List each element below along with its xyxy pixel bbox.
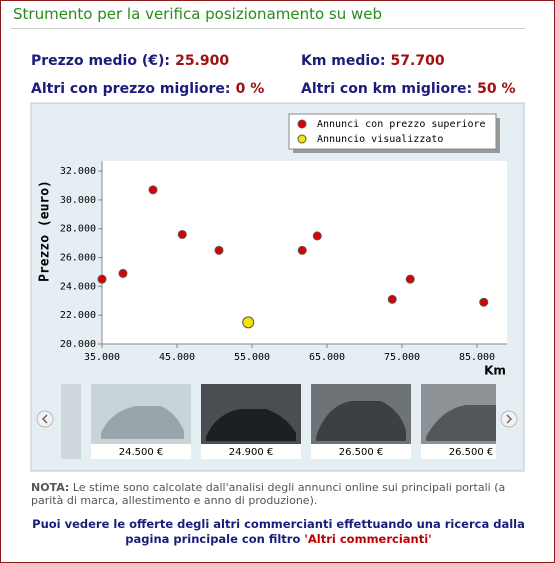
price-label: 24.500 € [119,447,164,458]
footer-link[interactable]: 'Altri commercianti' [304,532,432,546]
next-button[interactable] [500,410,518,428]
y-tick-label: 28.000 [60,224,96,235]
point [97,274,107,284]
rule [11,28,525,29]
x-axis-label: Km [484,364,506,378]
point [118,268,128,278]
y-axis-label: Prezzo (euro) [38,180,53,282]
stat: Km medio: 57.700 [301,50,445,69]
legend-marker [297,134,307,144]
point [148,185,158,195]
legend-box [288,113,497,150]
x-tick-label: 55.000 [234,352,270,363]
footer-text: Puoi vedere le offerte degli altri comme… [32,517,525,546]
x-tick-label: 85.000 [459,352,495,363]
y-tick-label: 24.000 [60,281,96,292]
prev-button[interactable] [36,410,54,428]
point [479,297,489,307]
legend-marker [297,119,307,129]
stat-value: 50 % [477,81,516,97]
y-tick-label: 20.000 [60,339,96,350]
point [214,245,224,255]
x-tick-label: 45.000 [159,352,195,363]
stat-label: Altri con prezzo migliore: [31,81,231,97]
x-tick-label: 75.000 [384,352,420,363]
point [297,245,307,255]
point [177,229,187,239]
thumbnails [61,384,496,459]
y-tick-label: 30.000 [60,195,96,206]
chart-panel: 24.500 € 24.900 € 26.500 € 26.500 € Prez… [30,102,525,472]
footer: Puoi vedere le offerte degli altri comme… [31,517,526,547]
legend-label: Annunci con prezzo superiore [317,119,486,130]
legend-label: Annuncio visualizzato [317,134,443,145]
point [312,231,322,241]
point [405,274,415,284]
stat: Prezzo medio (€): 25.900 [31,50,229,69]
stat: Altri con prezzo migliore: 0 % [31,78,264,97]
title: Strumento per la verifica posizionamento… [13,5,383,23]
stat-value: 57.700 [390,53,445,69]
y-tick-label: 22.000 [60,310,96,321]
stat-label: Prezzo medio (€): [31,53,170,69]
stat: Altri con km migliore: 50 % [301,78,516,97]
stat-label: Km medio: [301,53,386,69]
note: NOTA: Le stime sono calcolate dall'anali… [31,481,526,507]
stat-label: Altri con km migliore: [301,81,473,97]
price-label: 24.900 € [229,447,274,458]
note-label: NOTA: [31,481,70,494]
y-tick-label: 26.000 [60,253,96,264]
point [242,316,255,329]
stat-value: 0 % [235,81,265,97]
x-tick-label: 65.000 [309,352,345,363]
x-tick-label: 35.000 [84,352,120,363]
note-text: Le stime sono calcolate dall'analisi deg… [31,481,506,507]
point [387,294,397,304]
y-tick-label: 32.000 [60,166,96,177]
price-label: 26.500 € [339,447,384,458]
price-label: 26.500 € [449,447,494,458]
stat-value: 25.900 [175,53,230,69]
